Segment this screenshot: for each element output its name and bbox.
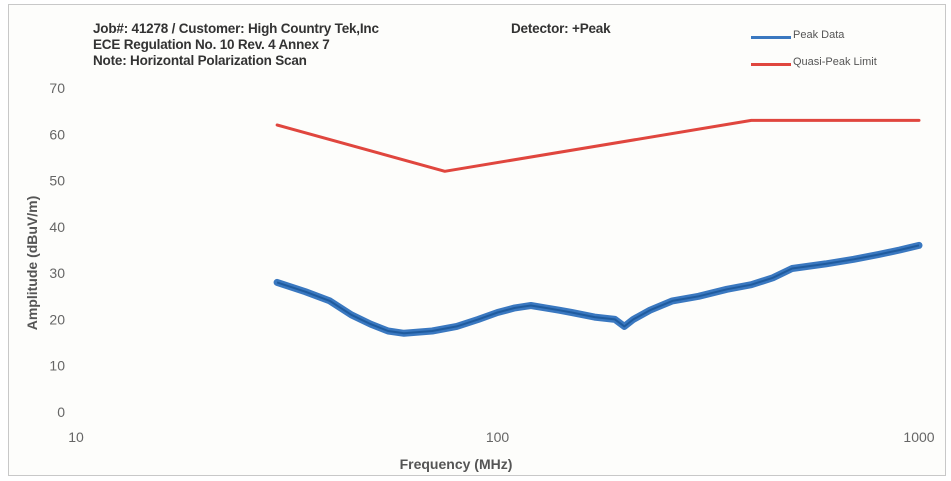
y-tick-label: 60 (49, 126, 65, 142)
chart-frame: 0 10 20 30 40 50 60 70 10 100 1000 Frequency (MHz… (8, 4, 946, 476)
y-tick-label: 20 (49, 311, 65, 327)
y-axis-label: Amplitude (dBuV/m) (24, 196, 40, 331)
x-tick-label: 10 (68, 429, 84, 445)
x-axis-label: Frequency (MHz) (400, 456, 513, 472)
series-line-peak-data (277, 245, 919, 333)
x-tick-label: 100 (486, 429, 510, 445)
legend-swatch-limit (751, 63, 791, 66)
series-line-quasi-peak-limit (277, 120, 919, 171)
y-tick-label: 40 (49, 219, 65, 235)
y-tick-label: 30 (49, 265, 65, 281)
y-tick-label: 0 (57, 404, 65, 420)
header-note-line: Note: Horizontal Polarization Scan (93, 53, 307, 68)
legend-label-limit: Quasi-Peak Limit (793, 56, 877, 68)
header-detector: Detector: +Peak (511, 21, 610, 36)
header-job-line: Job#: 41278 / Customer: High Country Tek… (93, 21, 379, 36)
x-tick-label: 1000 (903, 429, 934, 445)
legend-label-peak: Peak Data (793, 29, 844, 41)
y-tick-label: 50 (49, 173, 65, 189)
y-tick-label: 70 (49, 80, 65, 96)
y-tick-label: 10 (49, 358, 65, 374)
legend-swatch-peak (751, 36, 791, 39)
header-regulation-line: ECE Regulation No. 10 Rev. 4 Annex 7 (93, 37, 330, 52)
